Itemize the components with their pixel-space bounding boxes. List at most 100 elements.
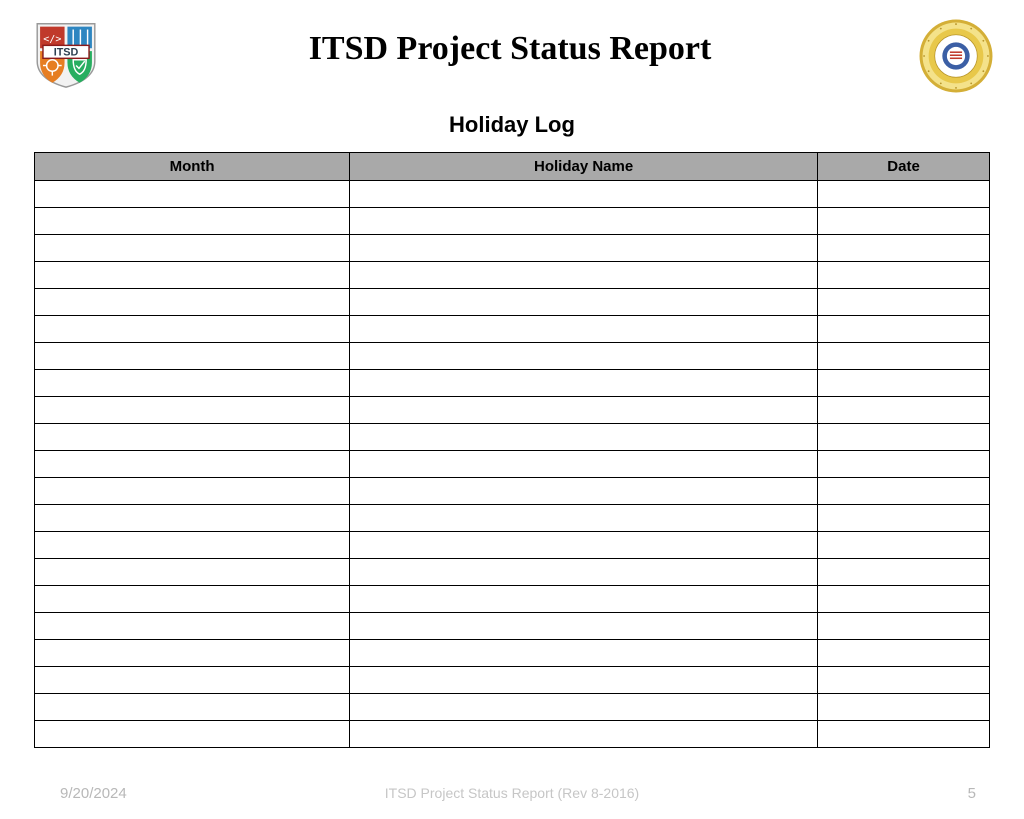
table-cell <box>35 181 350 208</box>
table-cell <box>350 208 818 235</box>
col-header-date: Date <box>818 153 990 181</box>
table-row <box>35 667 990 694</box>
table-row <box>35 181 990 208</box>
table-cell <box>35 316 350 343</box>
table-cell <box>350 262 818 289</box>
table-cell <box>350 235 818 262</box>
table-cell <box>818 640 990 667</box>
table-cell <box>818 424 990 451</box>
table-cell <box>350 424 818 451</box>
title-area: ITSD Project Status Report <box>102 18 918 68</box>
table-cell <box>818 478 990 505</box>
table-row <box>35 613 990 640</box>
table-row <box>35 640 990 667</box>
table-container: Month Holiday Name Date <box>0 138 1024 748</box>
table-header-row: Month Holiday Name Date <box>35 153 990 181</box>
table-cell <box>35 721 350 748</box>
table-cell <box>350 640 818 667</box>
table-cell <box>35 478 350 505</box>
col-header-month: Month <box>35 153 350 181</box>
table-cell <box>818 721 990 748</box>
table-row <box>35 586 990 613</box>
table-cell <box>35 235 350 262</box>
page-header: </> ITSD ITSD Project Status Report <box>0 0 1024 94</box>
table-row <box>35 343 990 370</box>
table-row <box>35 208 990 235</box>
table-cell <box>350 181 818 208</box>
table-cell <box>818 181 990 208</box>
table-cell <box>350 343 818 370</box>
page-title: ITSD Project Status Report <box>102 30 918 68</box>
table-row <box>35 694 990 721</box>
table-cell <box>818 343 990 370</box>
table-row <box>35 451 990 478</box>
state-seal <box>918 18 994 94</box>
table-cell <box>35 694 350 721</box>
table-cell <box>350 316 818 343</box>
table-row <box>35 505 990 532</box>
table-row <box>35 397 990 424</box>
table-cell <box>35 559 350 586</box>
table-cell <box>35 505 350 532</box>
table-cell <box>35 343 350 370</box>
itsd-logo: </> ITSD <box>30 18 102 90</box>
table-cell <box>350 694 818 721</box>
svg-text:ITSD: ITSD <box>54 46 79 58</box>
table-cell <box>818 208 990 235</box>
table-cell <box>35 424 350 451</box>
table-cell <box>818 559 990 586</box>
table-cell <box>350 721 818 748</box>
table-cell <box>818 667 990 694</box>
table-cell <box>818 289 990 316</box>
table-cell <box>350 370 818 397</box>
table-row <box>35 370 990 397</box>
table-cell <box>818 586 990 613</box>
table-cell <box>818 532 990 559</box>
table-cell <box>818 397 990 424</box>
table-cell <box>818 694 990 721</box>
table-row <box>35 424 990 451</box>
table-cell <box>350 397 818 424</box>
table-cell <box>818 316 990 343</box>
col-header-holiday-name: Holiday Name <box>350 153 818 181</box>
table-cell <box>35 640 350 667</box>
table-row <box>35 289 990 316</box>
table-cell <box>350 613 818 640</box>
table-row <box>35 532 990 559</box>
table-cell <box>350 289 818 316</box>
table-cell <box>818 262 990 289</box>
svg-text:</>: </> <box>43 34 61 45</box>
table-row <box>35 262 990 289</box>
table-row <box>35 478 990 505</box>
table-row <box>35 721 990 748</box>
table-cell <box>350 478 818 505</box>
table-cell <box>350 532 818 559</box>
table-row <box>35 235 990 262</box>
table-cell <box>818 370 990 397</box>
footer-center: ITSD Project Status Report (Rev 8-2016) <box>0 785 1024 801</box>
table-cell <box>350 586 818 613</box>
table-cell <box>35 370 350 397</box>
page-footer: 9/20/2024 ITSD Project Status Report (Re… <box>0 777 1024 819</box>
table-cell <box>350 559 818 586</box>
subtitle: Holiday Log <box>0 112 1024 138</box>
table-cell <box>35 667 350 694</box>
holiday-log-table: Month Holiday Name Date <box>34 152 990 748</box>
table-cell <box>35 586 350 613</box>
table-cell <box>35 262 350 289</box>
table-cell <box>350 505 818 532</box>
table-cell <box>818 235 990 262</box>
table-cell <box>818 451 990 478</box>
table-cell <box>818 613 990 640</box>
table-row <box>35 559 990 586</box>
table-cell <box>35 289 350 316</box>
table-cell <box>350 451 818 478</box>
table-cell <box>35 532 350 559</box>
footer-date: 9/20/2024 <box>60 785 127 802</box>
footer-page-number: 5 <box>968 785 976 802</box>
table-cell <box>350 667 818 694</box>
table-row <box>35 316 990 343</box>
table-cell <box>35 613 350 640</box>
table-cell <box>35 397 350 424</box>
table-cell <box>818 505 990 532</box>
